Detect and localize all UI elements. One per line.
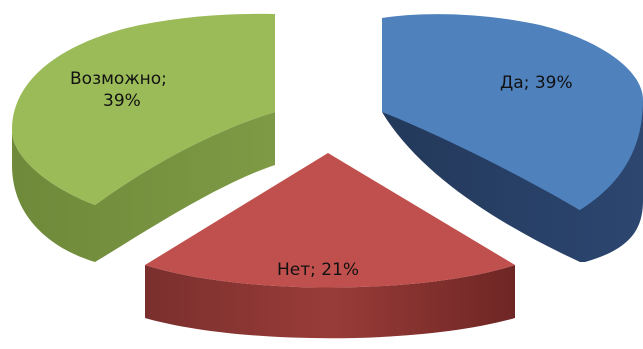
slice-net-top: [145, 153, 515, 288]
slice-vozmozhno-side: [12, 112, 275, 262]
slice-da: [382, 14, 643, 262]
slice-vozmozhno: [12, 13, 275, 262]
slice-da-side: [382, 18, 643, 262]
slice-net-side: [145, 265, 515, 339]
slice-vozmozhno-top: [12, 13, 275, 205]
slice-label-net: Нет; 21%: [277, 260, 359, 280]
slice-da-top: [382, 14, 643, 210]
slice-label-vozmozhno-line1: Возможно;: [70, 69, 167, 89]
slice-label-da: Да; 39%: [500, 73, 573, 93]
slice-label-vozmozhno-line2: 39%: [103, 91, 141, 111]
slice-net: [145, 153, 515, 339]
